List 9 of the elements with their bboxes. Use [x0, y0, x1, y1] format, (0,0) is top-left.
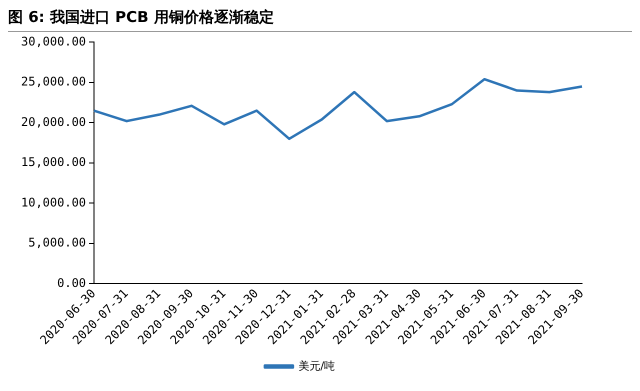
y-tick-label: 10,000.00	[20, 195, 86, 210]
y-tick-label: 5,000.00	[28, 236, 86, 250]
y-tick-label: 15,000.00	[20, 155, 86, 170]
y-tick-label: 30,000.00	[20, 34, 86, 48]
legend-label: 美元/吨	[298, 359, 336, 372]
y-tick-label: 25,000.00	[20, 74, 86, 89]
y-tick-label: 20,000.00	[20, 114, 86, 129]
chart-title: 图 6: 我国进口 PCB 用铜价格逐渐稳定	[8, 8, 632, 32]
y-tick-label: 0.00	[57, 276, 86, 290]
